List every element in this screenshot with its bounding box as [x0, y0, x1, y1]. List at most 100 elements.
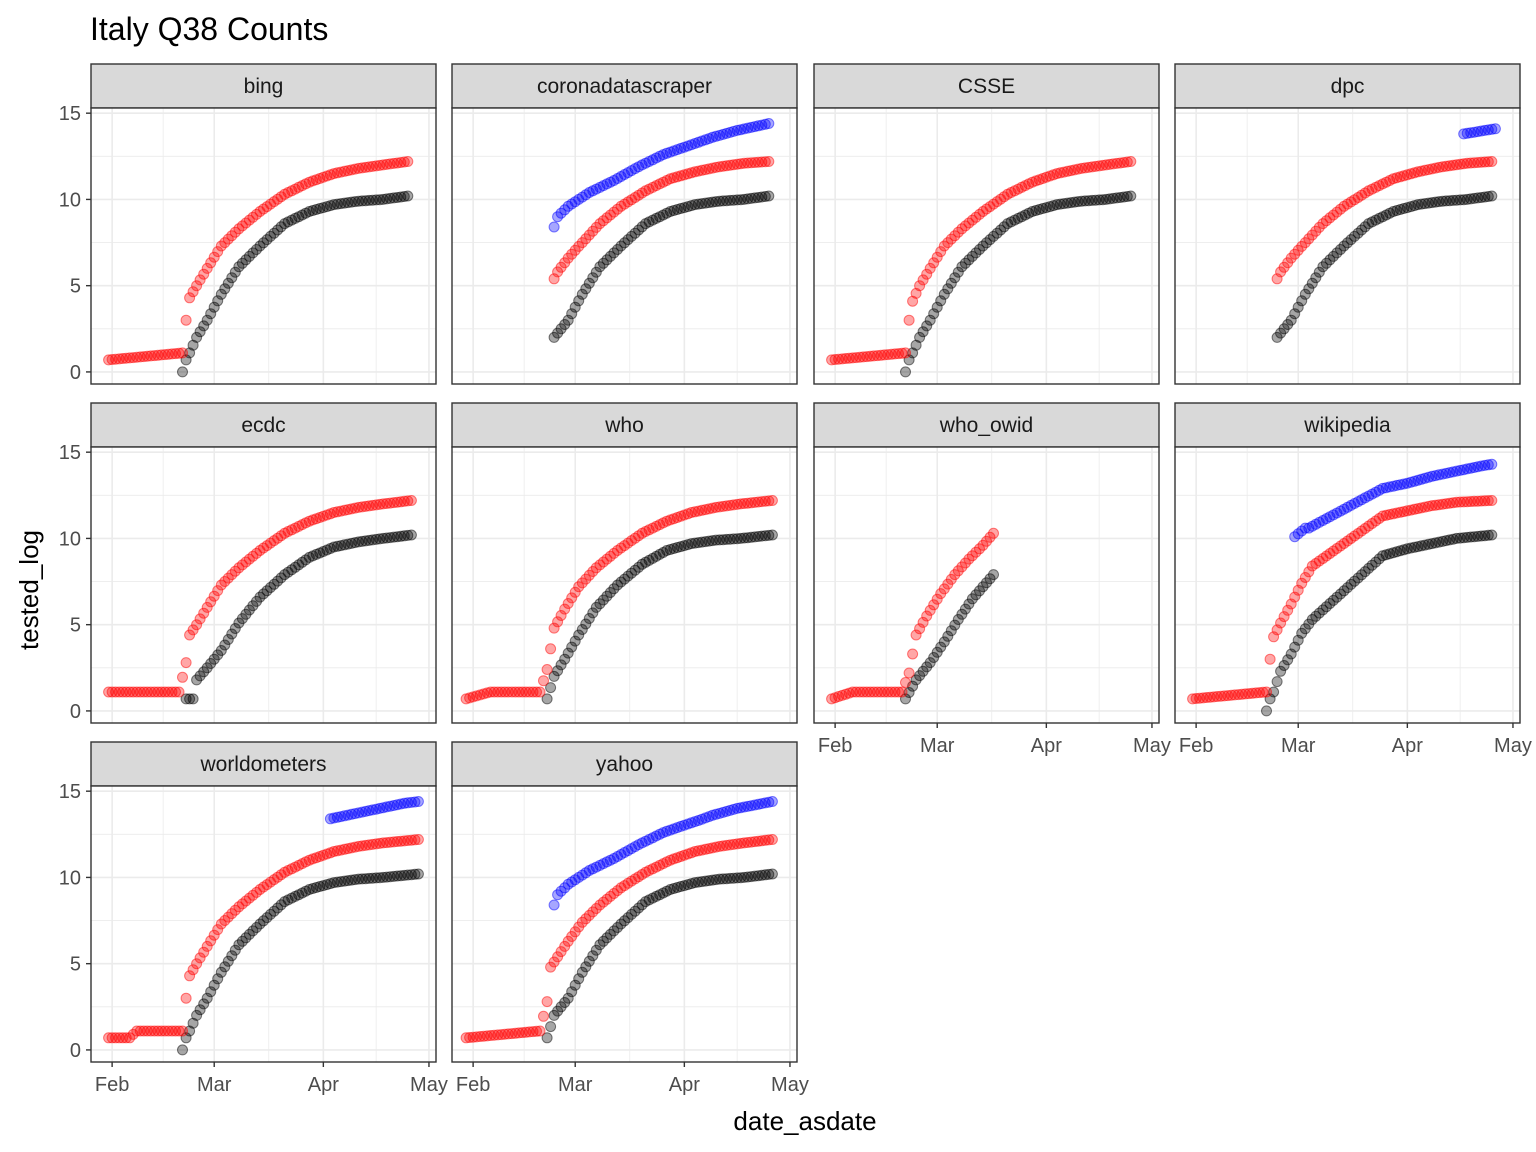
data-point [1486, 156, 1498, 167]
data-point [562, 598, 574, 609]
y-tick-label: 15 [59, 442, 81, 464]
data-point [226, 272, 238, 284]
panel-background [91, 786, 436, 1062]
data-point [924, 262, 936, 274]
data-point [201, 262, 213, 274]
data-point [896, 347, 908, 359]
series-red [548, 156, 775, 285]
data-point [198, 320, 210, 332]
data-point [548, 221, 560, 233]
data-point [541, 1032, 553, 1044]
data-point [222, 634, 234, 645]
data-point [935, 295, 947, 307]
series-red [1187, 495, 1498, 705]
series-black [177, 190, 414, 378]
panel-background [814, 447, 1159, 723]
data-point [1296, 295, 1308, 307]
data-point [583, 613, 595, 624]
series-black [1261, 529, 1498, 717]
x-tick-label: Mar [558, 1074, 593, 1096]
data-point [763, 118, 775, 129]
data-point [935, 246, 947, 258]
y-tick-label: 10 [59, 867, 81, 889]
data-point [198, 268, 210, 280]
data-point [177, 366, 188, 378]
data-point [548, 670, 560, 682]
series-red [460, 834, 778, 1044]
data-point [405, 529, 417, 541]
data-point [208, 251, 220, 263]
data-point [215, 645, 227, 656]
data-point [1313, 266, 1325, 278]
data-point [569, 301, 581, 313]
data-point [1275, 617, 1287, 629]
data-point [205, 257, 217, 269]
data-point [194, 952, 206, 964]
data-point [212, 973, 224, 985]
data-point [938, 636, 950, 648]
series-blue [548, 118, 775, 233]
data-point [541, 664, 553, 675]
data-point [562, 647, 574, 659]
data-point [945, 277, 957, 289]
data-point [1486, 529, 1498, 541]
facet-strip [90, 402, 437, 448]
data-point [942, 630, 954, 642]
data-point [1486, 495, 1498, 506]
panel-dpc: dpc [1174, 63, 1521, 385]
data-point [1482, 495, 1494, 507]
series-blue [1458, 123, 1501, 140]
data-point [205, 986, 217, 998]
data-point [896, 686, 908, 698]
data-point [763, 190, 775, 202]
data-point [1121, 191, 1133, 202]
data-point [569, 586, 581, 598]
data-point [548, 622, 560, 634]
panel-yahoo: yahoo Feb Mar Apr May [451, 741, 809, 1096]
panels-layer: bing 0 5 10 15 coronadatascraper CSSE dpc ecdc 0 5… [59, 63, 1532, 1096]
series-blue [1289, 458, 1498, 543]
data-point [914, 280, 926, 292]
panel-background [1175, 447, 1520, 723]
facet-strip [451, 741, 798, 787]
x-tick-label: Mar [1281, 735, 1316, 757]
data-point [583, 955, 595, 967]
data-point [201, 314, 213, 326]
data-point [191, 619, 203, 631]
data-point [1296, 577, 1308, 589]
data-point [198, 607, 210, 619]
data-point [1482, 529, 1494, 541]
data-point [541, 996, 553, 1008]
x-tick-label: Apr [669, 1074, 700, 1096]
data-point [191, 1009, 203, 1021]
data-point [201, 601, 213, 613]
series-black [177, 868, 424, 1056]
facet-label: who [604, 414, 644, 437]
x-axis-title: date_asdate [733, 1106, 876, 1136]
data-point [1299, 572, 1311, 583]
data-point [184, 292, 196, 304]
data-point [180, 657, 192, 669]
data-point [194, 326, 206, 338]
panel-ecdc: ecdc 0 5 10 15 [59, 402, 437, 724]
data-point [924, 604, 936, 616]
panel-border [813, 107, 1160, 385]
data-point [763, 834, 775, 846]
data-point [198, 998, 210, 1010]
data-point [766, 796, 778, 807]
data-point [187, 286, 199, 298]
data-point [566, 641, 578, 653]
data-point [229, 266, 241, 278]
data-point [559, 653, 571, 665]
data-point [766, 834, 778, 845]
panel-border [1174, 107, 1521, 385]
data-point [545, 1021, 557, 1033]
data-point [531, 1025, 542, 1037]
data-point [562, 314, 574, 326]
data-point [194, 613, 206, 625]
x-tick-label: Feb [1179, 735, 1213, 757]
data-point [205, 596, 217, 608]
data-point [1121, 156, 1133, 168]
data-point [198, 946, 210, 958]
data-point [587, 272, 599, 284]
